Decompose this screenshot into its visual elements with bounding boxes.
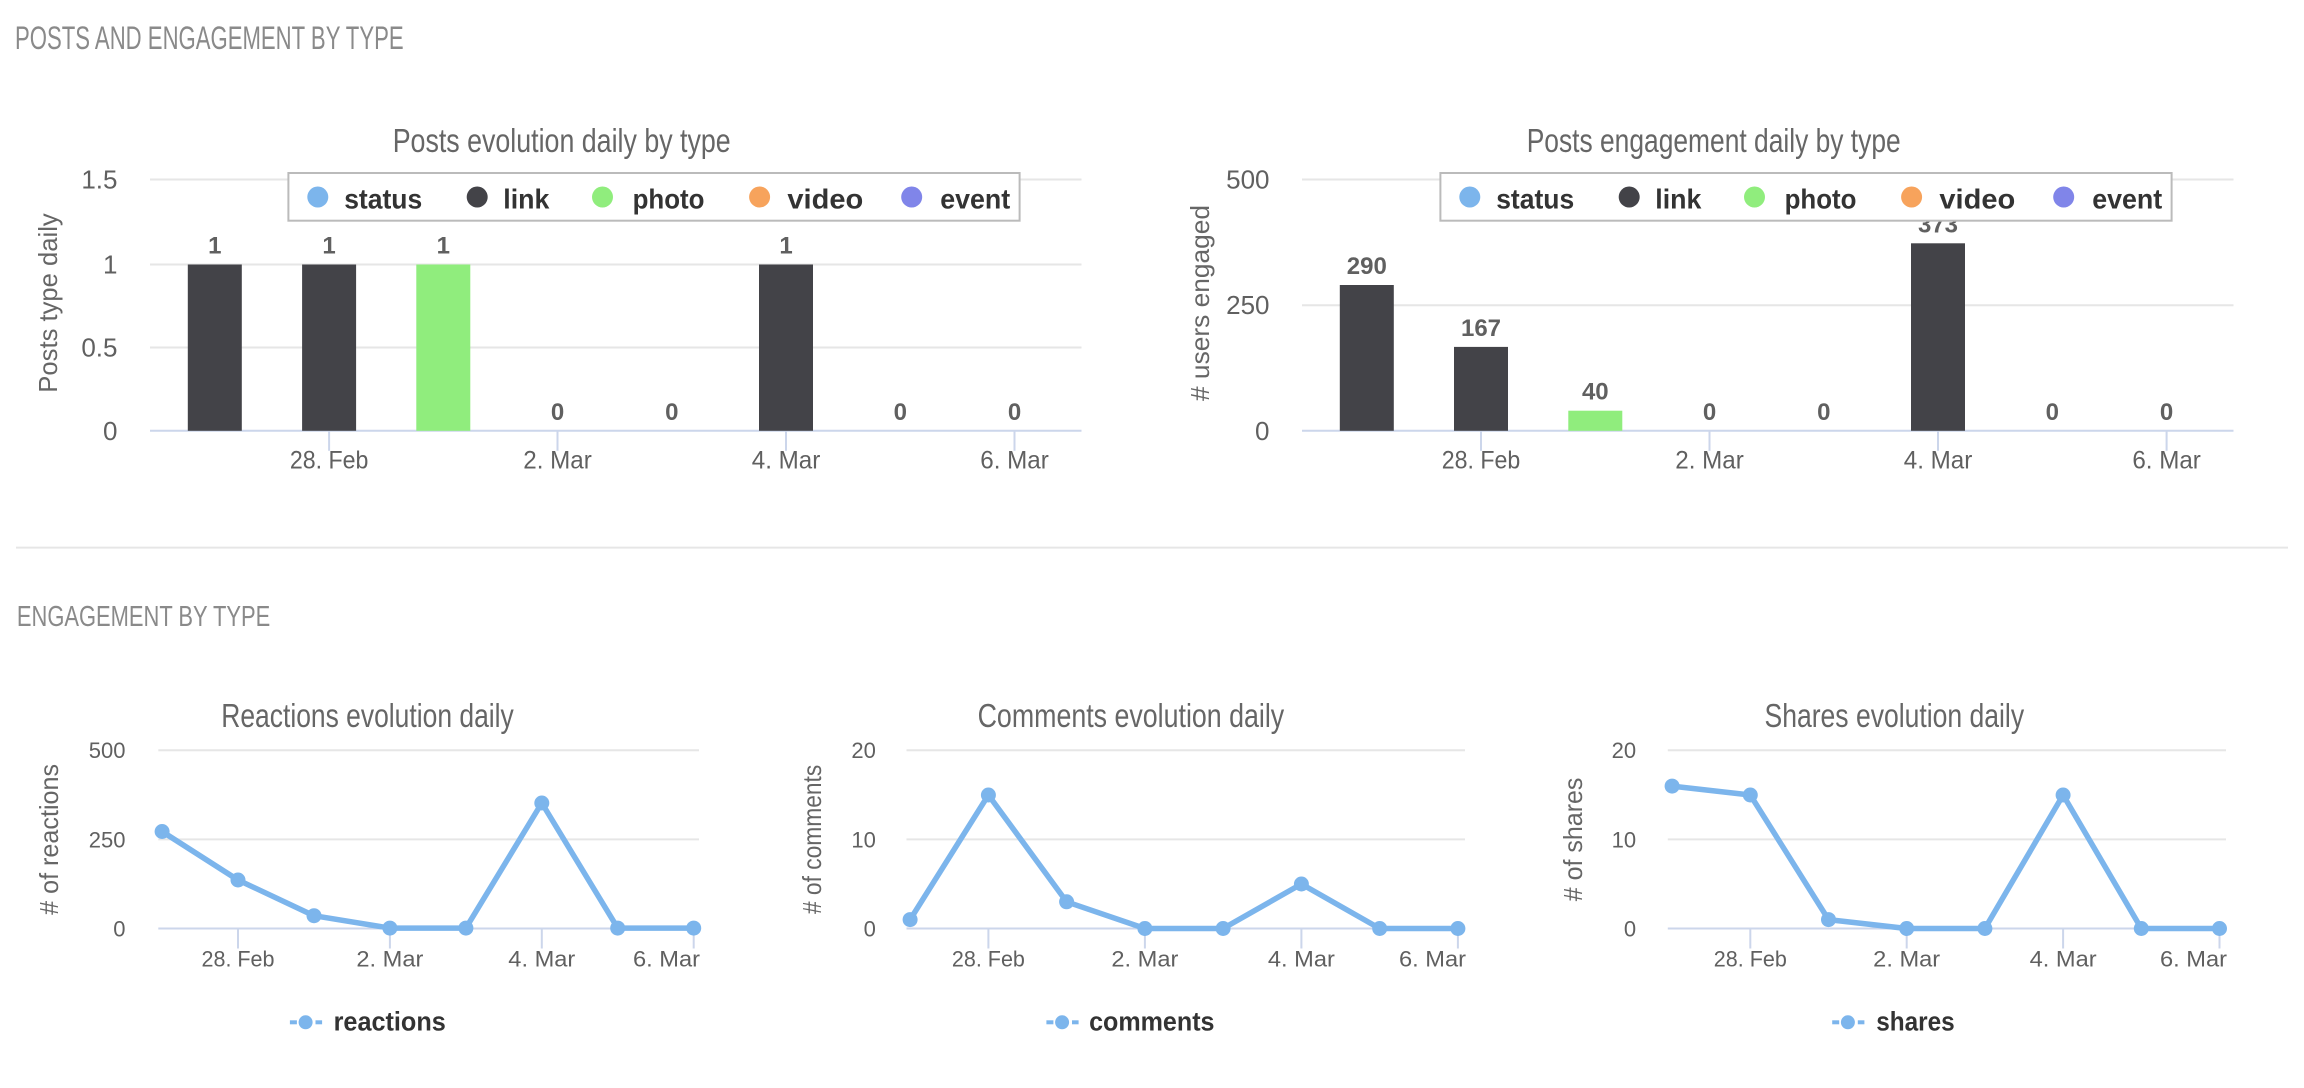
svg-text:link: link: [503, 184, 550, 215]
svg-text:Comments evolution daily: Comments evolution daily: [978, 697, 1285, 734]
svg-text:2. Mar: 2. Mar: [1873, 947, 1940, 972]
svg-text:1: 1: [103, 250, 117, 280]
svg-text:Posts engagement daily by type: Posts engagement daily by type: [1527, 122, 1901, 159]
svg-text:Posts type daily: Posts type daily: [33, 213, 63, 392]
svg-text:Shares evolution daily: Shares evolution daily: [1765, 697, 2025, 734]
svg-text:0: 0: [551, 399, 564, 426]
svg-text:0: 0: [864, 917, 876, 942]
svg-text:1.5: 1.5: [81, 165, 117, 195]
svg-text:4. Mar: 4. Mar: [1268, 947, 1335, 972]
svg-text:reactions: reactions: [334, 1007, 446, 1037]
svg-text:0: 0: [1624, 917, 1636, 942]
svg-text:2. Mar: 2. Mar: [523, 447, 592, 475]
svg-text:6. Mar: 6. Mar: [1399, 947, 1466, 972]
svg-text:photo: photo: [633, 184, 705, 215]
svg-text:10: 10: [851, 827, 875, 852]
svg-text:1: 1: [208, 233, 221, 260]
svg-text:167: 167: [1461, 315, 1501, 342]
svg-text:photo: photo: [1785, 184, 1857, 215]
svg-text:Posts evolution daily by type: Posts evolution daily by type: [393, 122, 731, 159]
svg-text:POSTS AND ENGAGEMENT BY TYPE: POSTS AND ENGAGEMENT BY TYPE: [15, 20, 404, 56]
svg-text:40: 40: [1582, 379, 1609, 406]
svg-text:0: 0: [103, 416, 117, 446]
svg-text:# of comments: # of comments: [797, 765, 827, 914]
svg-text:status: status: [344, 184, 422, 215]
svg-text:# of shares: # of shares: [1558, 778, 1588, 902]
svg-text:4. Mar: 4. Mar: [508, 947, 575, 972]
svg-text:6. Mar: 6. Mar: [2160, 947, 2227, 972]
svg-text:290: 290: [1347, 253, 1387, 280]
svg-text:0: 0: [1817, 399, 1830, 426]
svg-text:250: 250: [89, 827, 126, 852]
svg-text:500: 500: [1226, 165, 1269, 195]
svg-text:video: video: [1939, 184, 2015, 215]
svg-text:10: 10: [1612, 827, 1636, 852]
svg-text:0: 0: [1008, 399, 1021, 426]
svg-text:0: 0: [113, 917, 125, 942]
svg-text:20: 20: [1612, 738, 1636, 763]
svg-text:6. Mar: 6. Mar: [2132, 447, 2201, 475]
svg-text:# users engaged: # users engaged: [1185, 205, 1215, 401]
svg-text:6. Mar: 6. Mar: [633, 947, 700, 972]
svg-text:2. Mar: 2. Mar: [1111, 947, 1178, 972]
svg-text:ENGAGEMENT BY TYPE: ENGAGEMENT BY TYPE: [17, 601, 270, 633]
svg-text:6. Mar: 6. Mar: [980, 447, 1049, 475]
svg-text:video: video: [787, 184, 863, 215]
svg-text:20: 20: [851, 738, 875, 763]
svg-text:1: 1: [779, 233, 792, 260]
svg-text:0: 0: [2160, 399, 2173, 426]
svg-text:0: 0: [1703, 399, 1716, 426]
svg-text:0: 0: [665, 399, 678, 426]
svg-text:0: 0: [894, 399, 907, 426]
svg-text:2. Mar: 2. Mar: [1675, 447, 1744, 475]
svg-text:4. Mar: 4. Mar: [1904, 447, 1973, 475]
svg-text:shares: shares: [1876, 1007, 1955, 1037]
svg-text:event: event: [2092, 184, 2162, 215]
svg-text:link: link: [1655, 184, 1702, 215]
svg-text:event: event: [940, 184, 1010, 215]
svg-text:0.5: 0.5: [81, 333, 117, 363]
svg-text:250: 250: [1226, 290, 1269, 320]
svg-text:28. Feb: 28. Feb: [952, 947, 1025, 972]
svg-text:500: 500: [89, 738, 126, 763]
svg-text:4. Mar: 4. Mar: [2030, 947, 2097, 972]
svg-text:28. Feb: 28. Feb: [202, 947, 275, 972]
svg-text:1: 1: [437, 233, 450, 260]
svg-text:1: 1: [322, 233, 335, 260]
svg-text:status: status: [1496, 184, 1574, 215]
svg-text:28. Feb: 28. Feb: [1714, 947, 1787, 972]
svg-text:4. Mar: 4. Mar: [752, 447, 821, 475]
svg-text:# of reactions: # of reactions: [34, 764, 64, 915]
svg-text:28. Feb: 28. Feb: [1442, 447, 1521, 475]
svg-text:0: 0: [1255, 416, 1269, 446]
svg-text:28. Feb: 28. Feb: [290, 447, 369, 475]
svg-text:comments: comments: [1089, 1007, 1214, 1037]
svg-text:Reactions evolution daily: Reactions evolution daily: [221, 697, 514, 734]
svg-text:0: 0: [2046, 399, 2059, 426]
svg-text:2. Mar: 2. Mar: [356, 947, 423, 972]
